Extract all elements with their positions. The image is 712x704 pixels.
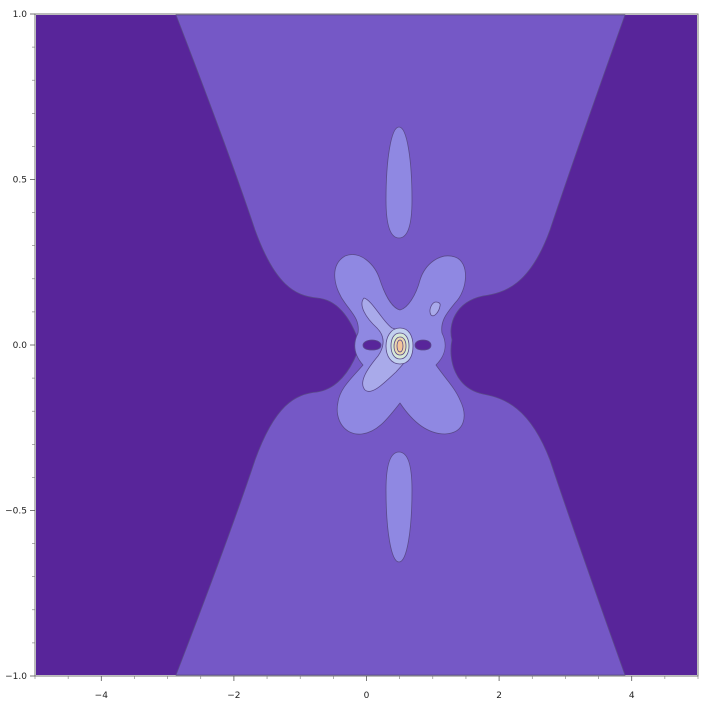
x-tick-label: −2 [227,691,240,701]
x-axis: −4 −2 0 2 4 [35,676,698,701]
x-tick-label: −4 [95,691,109,701]
y-axis: −1.0 −0.5 0.0 0.5 1.0 [5,10,35,682]
x-tick-label: 0 [364,691,370,701]
y-tick-label: −0.5 [5,507,27,517]
x-tick-label: 2 [496,691,502,701]
y-tick-label: −1.0 [5,672,27,682]
y-tick-label: 1.0 [13,10,28,20]
y-tick-label: 0.0 [13,341,28,351]
contour-level-1 [415,340,431,350]
contour-fills [36,15,697,675]
contour-level-8 [397,340,403,352]
contour-level-1 [363,340,381,350]
x-tick-label: 4 [629,691,635,701]
y-tick-label: 0.5 [13,176,27,186]
